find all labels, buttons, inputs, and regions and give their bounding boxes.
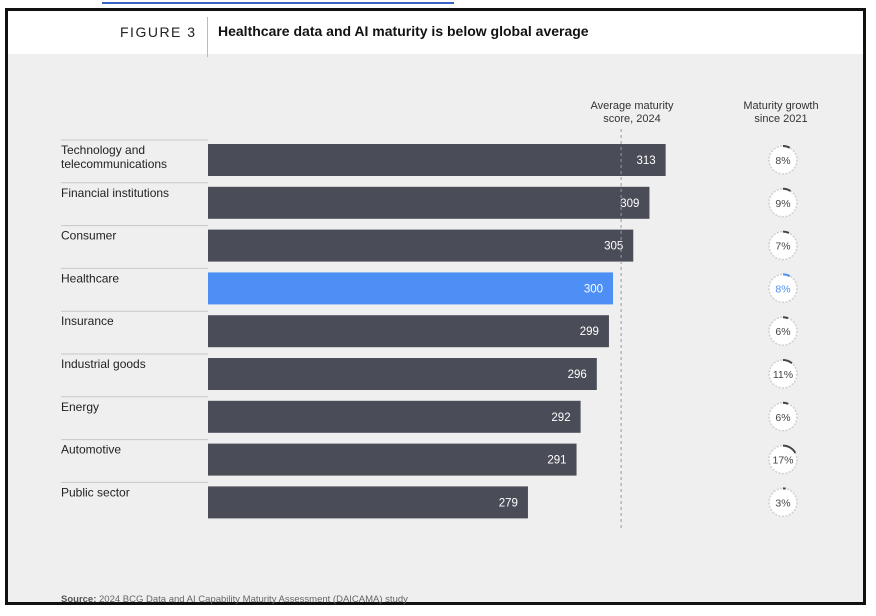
score-header-line2: score, 2024 — [603, 113, 661, 125]
figure-header: FIGURE 3 Healthcare data and AI maturity… — [8, 11, 863, 57]
growth-label: 8% — [775, 155, 790, 167]
figure-title: Healthcare data and AI maturity is below… — [218, 23, 589, 39]
growth-arc — [782, 359, 793, 365]
bar-chart: Technology and telecommunications 313 8% Fin… — [61, 129, 798, 531]
category-label: Energy — [61, 400, 99, 414]
growth-ring — [768, 145, 798, 175]
score-column-header: Average maturity score, 2024 — [582, 100, 682, 126]
bar — [208, 186, 650, 219]
growth-label: 11% — [773, 369, 793, 381]
category-label: Financial institutions — [61, 186, 169, 200]
figure-frame: FIGURE 3 Healthcare data and AI maturity… — [5, 8, 866, 605]
growth-header-line1: Maturity growth — [743, 100, 819, 112]
growth-ring — [768, 487, 798, 518]
growth-label: 6% — [775, 326, 790, 338]
value-label: 279 — [499, 497, 518, 509]
score-header-line1: Average maturity — [590, 100, 674, 112]
category-label: Insurance — [61, 314, 114, 328]
growth-arc — [782, 145, 791, 149]
growth-ring — [768, 316, 798, 346]
value-label: 309 — [620, 198, 639, 210]
growth-ring — [768, 230, 798, 261]
bar — [208, 272, 613, 305]
value-label: 296 — [568, 369, 587, 381]
figure-label: FIGURE 3 — [120, 24, 197, 40]
category-label: Technology and telecommunications — [61, 143, 167, 171]
growth-arc — [782, 230, 790, 234]
growth-column-header: Maturity growth since 2021 — [726, 100, 836, 126]
cropped-link — [102, 2, 454, 4]
growth-arc — [782, 273, 791, 278]
header-divider — [207, 17, 208, 57]
growth-ring — [768, 273, 798, 304]
growth-label: 17% — [772, 455, 793, 467]
growth-ring — [768, 188, 798, 218]
category-label: Public sector — [61, 485, 130, 499]
value-label: 313 — [636, 155, 655, 167]
cropped-top-text — [0, 0, 876, 8]
bar — [208, 486, 528, 519]
growth-arc — [782, 187, 792, 192]
value-label: 305 — [604, 241, 623, 253]
value-label: 292 — [551, 412, 570, 424]
source-prefix: Source: — [61, 594, 97, 605]
value-label: 299 — [580, 326, 599, 338]
value-label: 300 — [584, 283, 603, 295]
bar — [208, 443, 577, 476]
bar — [208, 315, 609, 348]
growth-label: 6% — [775, 412, 790, 424]
category-label: Industrial goods — [61, 357, 146, 371]
growth-arc — [782, 316, 789, 320]
growth-arc — [782, 401, 789, 405]
value-label: 291 — [547, 455, 566, 467]
growth-label: 8% — [775, 283, 790, 295]
growth-label: 3% — [775, 497, 790, 509]
growth-arc — [782, 444, 797, 454]
growth-ring — [768, 444, 798, 475]
source-note: Source: 2024 BCG Data and AI Capability … — [61, 594, 408, 605]
category-label: Healthcare — [61, 271, 119, 285]
category-label: Consumer — [61, 229, 116, 243]
bar — [208, 229, 634, 262]
growth-label: 7% — [775, 241, 790, 253]
source-text: 2024 BCG Data and AI Capability Maturity… — [96, 594, 408, 605]
bar — [208, 400, 581, 433]
bar — [208, 358, 597, 390]
bar — [208, 144, 666, 176]
growth-ring — [768, 402, 798, 432]
category-label: Automotive — [61, 443, 121, 457]
growth-label: 9% — [775, 198, 790, 210]
growth-ring — [768, 359, 798, 389]
growth-header-line2: since 2021 — [754, 113, 808, 125]
